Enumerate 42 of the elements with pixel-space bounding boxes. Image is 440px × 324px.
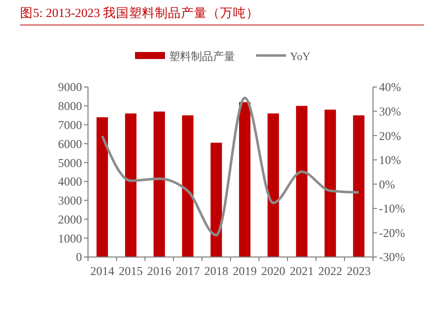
x-tick-label: 2023 [346,264,371,278]
line-series [101,96,360,236]
bar [239,102,250,257]
bar [125,113,136,257]
bar [154,112,165,257]
y-tick-label: 3000 [58,194,82,208]
x-tick-label: 2018 [204,264,228,278]
y2-tick-label: -10% [379,202,405,216]
y2-tick-label: 20% [379,128,401,143]
y-tick-label: 8000 [58,99,82,114]
bar [353,115,364,257]
chart-title: 图5: 2013-2023 我国塑料制品产量（万吨） [20,5,260,20]
x-tick-label: 2016 [147,264,172,278]
y2-tick-label: -30% [379,250,405,264]
y2-tick-label: 30% [379,104,401,118]
y-tick-label: 1000 [58,231,82,246]
x-tick-label: 2015 [118,264,143,278]
y-tick-label: 0 [76,250,82,264]
x-tick-label: 2019 [232,264,257,278]
y2-tick-label: 0% [379,177,395,192]
y-tick-label: 6000 [58,136,82,151]
bar [182,115,194,257]
y-tick-label: 2000 [58,212,82,226]
x-tick-label: 2022 [318,264,342,278]
y2-tick-label: 10% [379,153,401,168]
x-tick-label: 2020 [261,264,286,278]
bar [296,106,308,257]
bar [96,117,108,257]
y2-tick-label: 40% [379,80,401,94]
legend-label: YoY [290,51,310,63]
x-tick-label: 2017 [176,264,200,278]
y-tick-label: 7000 [58,118,82,132]
x-tick-label: 2021 [290,264,314,278]
x-tick-label: 2014 [90,264,114,278]
bar [324,110,336,257]
legend-label: 塑料制品产量 [169,50,235,63]
y-tick-label: 5000 [58,156,82,170]
y-tick-label: 9000 [58,80,82,94]
bar [268,113,279,257]
y2-tick-label: -20% [379,226,405,240]
y-tick-label: 4000 [58,174,82,189]
bar [210,142,222,257]
